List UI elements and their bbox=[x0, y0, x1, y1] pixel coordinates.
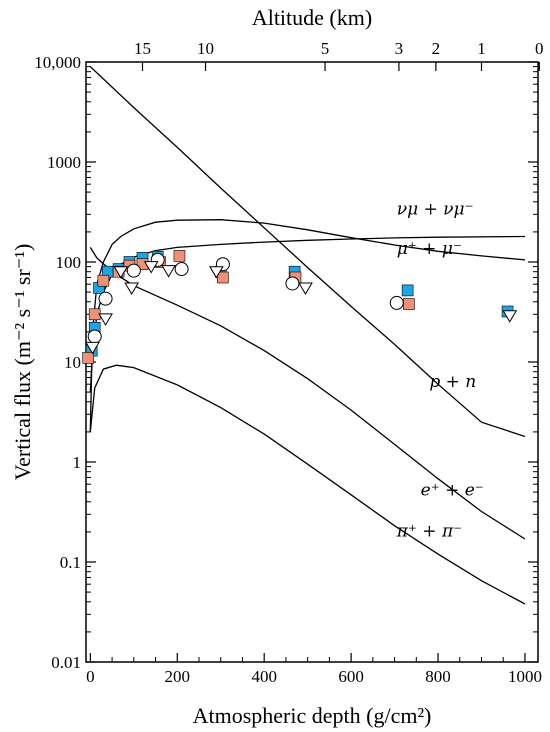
top-tick-label: 3 bbox=[395, 39, 404, 58]
curve-label: e⁺ + e⁻ bbox=[421, 481, 484, 501]
open-triangle-marker bbox=[209, 266, 224, 279]
curve-line bbox=[89, 235, 526, 393]
y-tick-label: 0.1 bbox=[60, 553, 81, 572]
blue-square-marker bbox=[401, 284, 414, 297]
top-tick-label: 2 bbox=[432, 39, 441, 58]
orange-square-marker bbox=[403, 298, 415, 310]
open-circle-marker bbox=[174, 262, 189, 277]
x-axis-title: Atmospheric depth (g/cm²) bbox=[193, 703, 432, 728]
y-tick-label: 10 bbox=[64, 353, 81, 372]
y-tick-label: 10,000 bbox=[34, 53, 81, 72]
y-tick-label: 0.01 bbox=[51, 653, 81, 672]
open-triangle-marker bbox=[161, 265, 176, 278]
y-tick-label: 1000 bbox=[47, 153, 81, 172]
curve-line bbox=[89, 66, 526, 438]
x-tick-label: 800 bbox=[425, 667, 451, 686]
open-triangle-marker bbox=[85, 341, 100, 355]
open-circle-marker bbox=[87, 329, 102, 344]
top-tick-label: 0 bbox=[535, 39, 544, 58]
open-triangle-marker bbox=[143, 261, 159, 274]
plot-frame bbox=[85, 61, 539, 663]
y-tick-label: 100 bbox=[56, 253, 82, 272]
orange-square-marker bbox=[217, 271, 229, 284]
open-triangle-marker bbox=[124, 282, 140, 295]
x-tick-label: 400 bbox=[251, 667, 277, 686]
open-circle-marker bbox=[389, 295, 404, 310]
open-triangle-marker bbox=[502, 310, 518, 323]
x-tick-label: 600 bbox=[338, 667, 364, 686]
y-axis-title: Vertical flux (m⁻² s⁻¹ sr⁻¹) bbox=[10, 244, 35, 481]
top-tick-label: 15 bbox=[134, 39, 151, 58]
curve-label: p + n bbox=[429, 372, 476, 392]
curve-label: μ⁺ + μ⁻ bbox=[397, 239, 462, 259]
top-axis-title: Altitude (km) bbox=[252, 5, 372, 30]
curve-label: νμ + νμ⁻ bbox=[397, 199, 474, 219]
curve-label: π⁺ + π⁻ bbox=[396, 521, 462, 541]
open-triangle-marker bbox=[98, 313, 113, 326]
open-triangle-marker bbox=[113, 266, 129, 279]
model-curves: p + n νμ + νμ⁻ μ⁺ + μ⁻ e⁺ + e⁻ π⁺ + π⁻ bbox=[89, 66, 526, 605]
y-tick-label: 1 bbox=[73, 453, 82, 472]
curve-line bbox=[89, 364, 526, 605]
x-tick-label: 1000 bbox=[508, 667, 542, 686]
curve-line bbox=[89, 219, 526, 432]
orange-square-marker bbox=[88, 308, 101, 321]
axis-ticks bbox=[86, 61, 540, 663]
x-tick-label: 200 bbox=[165, 667, 191, 686]
top-tick-label: 5 bbox=[321, 39, 330, 58]
top-tick-label: 1 bbox=[477, 39, 486, 58]
open-circle-marker bbox=[126, 263, 141, 278]
open-circle-marker bbox=[98, 291, 113, 306]
open-circle-marker bbox=[285, 276, 300, 291]
open-triangle-marker bbox=[298, 282, 313, 295]
x-tick-label: 0 bbox=[86, 667, 95, 686]
orange-square-marker bbox=[97, 274, 110, 287]
orange-square-marker bbox=[173, 250, 186, 262]
orange-square-marker bbox=[82, 352, 94, 364]
top-tick-label: 10 bbox=[197, 39, 214, 58]
data-markers bbox=[82, 250, 518, 364]
